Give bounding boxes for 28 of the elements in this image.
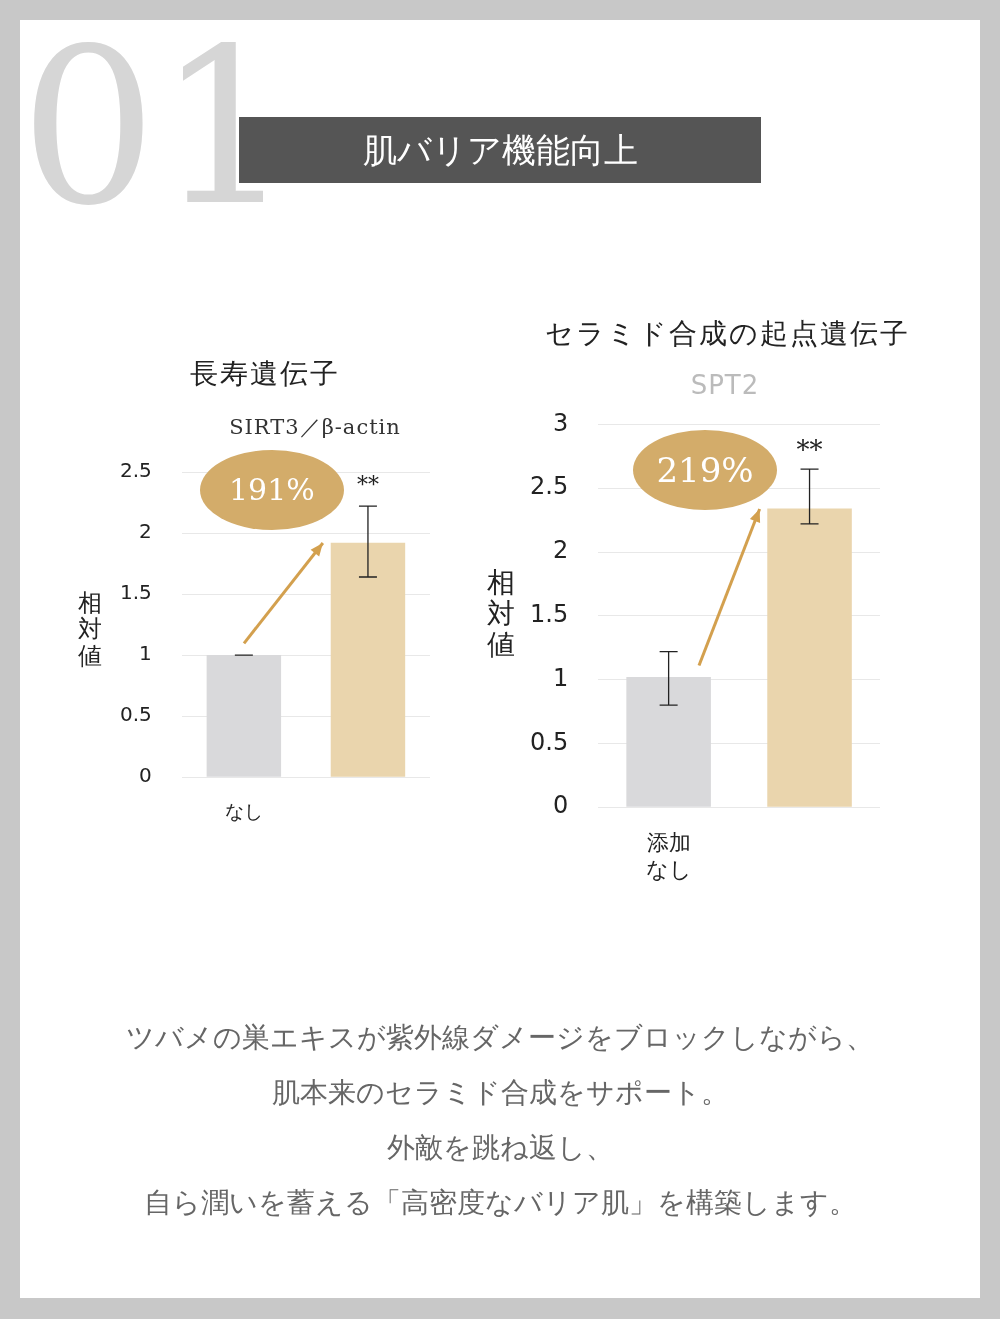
- text: ツバメの巣エキスが紫外線ダメージをブロックしながら、: [125, 1020, 875, 1056]
- y-tick-label: 0: [552, 791, 569, 820]
- y-tick-label: 3: [552, 408, 569, 437]
- x-tick-label: 添加なし: [645, 830, 692, 882]
- y-tick-label: 0.5: [119, 702, 152, 727]
- y-tick-label: 0: [139, 763, 152, 788]
- chart-subtitle: SIRT3／β-actin: [228, 414, 402, 441]
- y-axis-title: 相対値: [487, 566, 515, 661]
- y-tick-label: 2: [139, 519, 152, 544]
- y-tick-label: 2: [552, 536, 569, 565]
- text: 外敵を跳ね返し、: [385, 1130, 615, 1166]
- text: 肌本来のセラミド合成をサポート。: [270, 1075, 730, 1111]
- chart-title: セラミド合成の起点遺伝子: [543, 316, 911, 352]
- annotation: **: [795, 435, 824, 466]
- y-tick-label: 1: [552, 663, 569, 692]
- y-tick-label: 1.5: [119, 580, 152, 605]
- text: 自ら潤いを蓄える「高密度なバリア肌」を構築します。: [142, 1185, 858, 1221]
- y-axis-title: 相対値: [78, 589, 102, 670]
- chart-subtitle: SPT2: [689, 370, 761, 400]
- y-tick-label: 2.5: [119, 458, 152, 483]
- text: 肌バリア機能向上: [362, 130, 638, 170]
- y-tick-label: 2.5: [530, 472, 569, 501]
- chart-title: 長寿遺伝子: [189, 356, 341, 392]
- y-tick-label: 1.5: [530, 600, 569, 629]
- x-tick-label: なし: [224, 799, 263, 822]
- y-tick-label: 0.5: [530, 727, 569, 756]
- annotation: **: [355, 472, 380, 498]
- y-tick-label: 1: [139, 641, 152, 666]
